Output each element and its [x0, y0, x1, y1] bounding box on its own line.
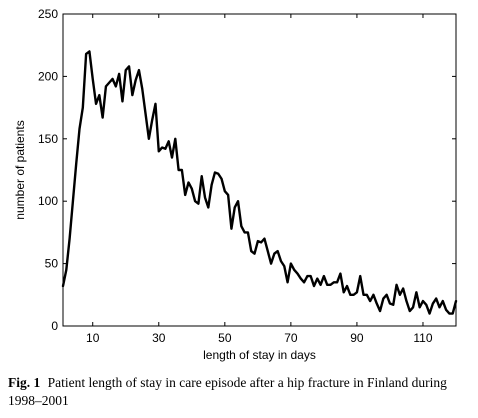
- series-line: [61, 50, 458, 315]
- y-axis-label: number of patients: [13, 120, 27, 219]
- y-axis: 0 50 100 150 200 250: [38, 7, 456, 333]
- x-tick-label: 50: [218, 331, 232, 345]
- y-tick-label: 0: [51, 319, 58, 333]
- y-tick-label: 100: [38, 194, 58, 208]
- y-tick-label: 250: [38, 7, 58, 21]
- x-axis: 10 30 50 70 90 110: [86, 14, 433, 345]
- x-tick-label: 90: [350, 331, 364, 345]
- x-tick-label: 10: [86, 331, 100, 345]
- y-tick-label: 150: [38, 132, 58, 146]
- x-axis-label: length of stay in days: [203, 348, 316, 362]
- x-tick-label: 30: [152, 331, 166, 345]
- figure-number: Fig. 1: [8, 375, 41, 390]
- caption-text: Patient length of stay in care episode a…: [8, 375, 447, 408]
- y-tick-label: 50: [45, 257, 59, 271]
- line-chart: 0 50 100 150 200 250 10 30 50 70 90 110 length of …: [13, 7, 458, 362]
- plot-area-frame: [62, 13, 457, 327]
- y-tick-label: 200: [38, 69, 58, 83]
- x-tick-label: 110: [413, 331, 432, 345]
- x-tick-label: 70: [284, 331, 298, 345]
- figure-caption: Fig. 1 Patient length of stay in care ep…: [8, 374, 470, 410]
